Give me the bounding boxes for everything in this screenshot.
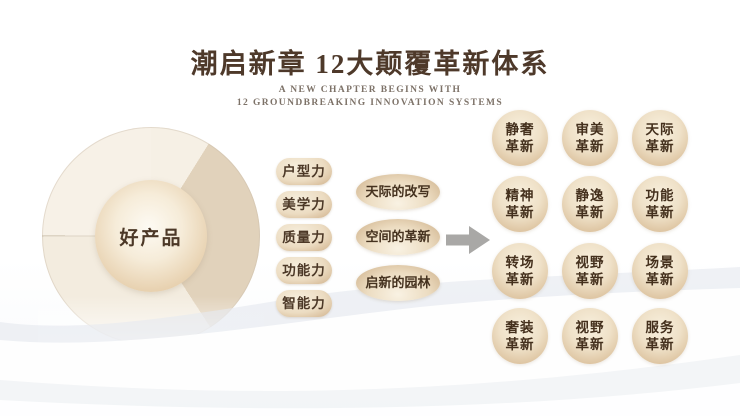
innovation-line1: 静逸 [575,188,605,203]
innovation-line2: 革新 [505,205,535,220]
innovation-line1: 静奢 [505,122,535,137]
product-core-sphere: 好产品 [95,180,207,292]
innovation-sphere: 场景 革新 [632,243,688,299]
innovation-sphere: 转场 革新 [492,243,548,299]
innovation-line1: 视野 [575,255,605,270]
innovation-sphere: 天际 革新 [632,110,688,166]
innovation-sphere: 静奢 革新 [492,110,548,166]
capability-pill: 户型力 [276,158,332,185]
innovation-line2: 革新 [505,337,535,352]
innovation-line2: 革新 [645,272,675,287]
page-subtitle-line1: A NEW CHAPTER BEGINS WITH [278,85,462,95]
page-title: 潮启新章 12大颠覆革新体系 [190,49,550,79]
innovation-sphere: 视野 革新 [562,308,618,364]
innovation-line1: 转场 [505,255,535,270]
innovation-line1: 服务 [645,320,675,335]
silk-wave-decoration [0,267,740,416]
innovation-line1: 精神 [505,188,535,203]
capability-pill: 功能力 [276,257,332,284]
innovation-line1: 奢装 [505,320,535,335]
innovation-line2: 革新 [575,139,605,154]
theme-oval: 启新的园林 [356,265,440,301]
innovation-line1: 场景 [645,255,675,270]
right-arrow-icon [446,226,490,254]
innovation-line2: 革新 [645,337,675,352]
innovation-sphere: 视野 革新 [562,243,618,299]
theme-oval: 天际的改写 [356,174,440,210]
capability-pill: 质量力 [276,224,332,251]
innovation-line2: 革新 [575,337,605,352]
innovation-line2: 革新 [505,272,535,287]
innovation-line2: 革新 [645,205,675,220]
innovation-line1: 功能 [645,188,675,203]
innovation-sphere: 精神 革新 [492,176,548,232]
innovation-sphere: 服务 革新 [632,308,688,364]
innovation-line1: 审美 [575,122,605,137]
innovation-line1: 视野 [575,320,605,335]
product-core-label: 好产品 [119,227,183,249]
innovation-sphere: 奢装 革新 [492,308,548,364]
page-subtitle-line2: 12 GROUNDBREAKING INNOVATION SYSTEMS [236,98,504,108]
capability-pill: 美学力 [276,191,332,218]
innovation-sphere: 静逸 革新 [562,176,618,232]
theme-oval: 空间的革新 [356,219,440,255]
innovation-line1: 天际 [645,122,675,137]
page-subtitle: A NEW CHAPTER BEGINS WITH 12 GROUNDBREAK… [0,84,740,110]
capability-pill: 智能力 [276,290,332,317]
innovation-line2: 革新 [645,139,675,154]
innovation-line2: 革新 [575,205,605,220]
innovation-sphere: 功能 革新 [632,176,688,232]
innovation-line2: 革新 [575,272,605,287]
innovation-sphere: 审美 革新 [562,110,618,166]
innovation-line2: 革新 [505,139,535,154]
